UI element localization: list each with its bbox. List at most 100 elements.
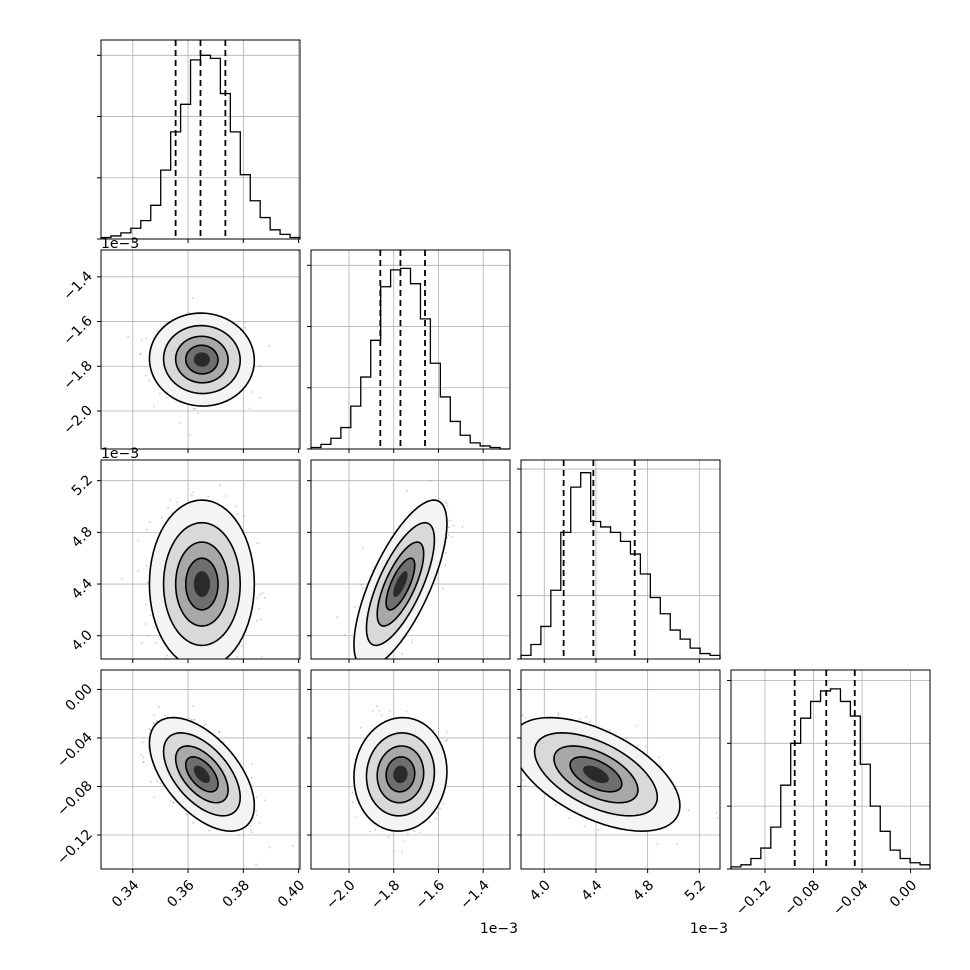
sample-point xyxy=(291,844,294,847)
sample-point xyxy=(196,412,199,414)
y-tick-label: 5.2 xyxy=(69,472,96,499)
sample-point xyxy=(251,831,254,834)
sample-point xyxy=(411,639,414,641)
sample-point xyxy=(137,569,140,572)
sample-point xyxy=(263,596,266,599)
sample-point xyxy=(192,407,195,410)
histogram-step xyxy=(100,54,301,239)
sample-point xyxy=(524,717,527,719)
density-contour xyxy=(385,557,416,611)
density-contour xyxy=(376,541,425,627)
sample-point xyxy=(194,407,197,410)
sample-point xyxy=(400,850,403,853)
panel-content xyxy=(519,712,719,846)
sample-point xyxy=(207,495,210,498)
sample-point xyxy=(687,809,690,812)
sample-point xyxy=(187,311,190,314)
x-tick-label: −1.8 xyxy=(368,877,403,912)
histogram-panel-1 xyxy=(307,249,511,453)
sample-point xyxy=(149,780,152,783)
sample-point xyxy=(447,534,450,536)
sample-point xyxy=(445,502,448,505)
sample-point xyxy=(250,776,253,779)
sample-point xyxy=(158,705,161,708)
density-fill xyxy=(193,571,210,597)
sample-point xyxy=(235,505,238,508)
histogram-panel-2 xyxy=(517,459,721,663)
sample-point xyxy=(203,724,205,727)
sample-point xyxy=(444,564,447,567)
sample-point xyxy=(142,756,145,759)
x-tick-label: −1.4 xyxy=(457,877,492,912)
sample-point xyxy=(158,392,161,395)
x-tick-label: −0.04 xyxy=(830,877,872,919)
sample-point xyxy=(380,714,383,717)
sample-point xyxy=(251,391,254,393)
scatter-panel-0-2: 4.04.44.85.2 xyxy=(69,459,301,670)
sample-point xyxy=(237,834,240,837)
x-tick-label: 0.00 xyxy=(887,877,920,910)
sample-point xyxy=(387,836,390,839)
x-tick-label: 0.40 xyxy=(275,877,308,910)
density-contour xyxy=(174,745,229,804)
panel-background xyxy=(731,670,930,869)
sample-point xyxy=(224,668,226,670)
sample-point xyxy=(448,519,451,522)
sample-point xyxy=(209,667,211,669)
sample-point xyxy=(240,645,243,647)
sample-point xyxy=(153,714,155,717)
sample-point xyxy=(447,526,450,529)
sample-point xyxy=(219,484,222,487)
sample-point xyxy=(353,606,356,608)
sample-point xyxy=(519,754,521,756)
panel-frame xyxy=(100,459,301,660)
sample-point xyxy=(259,593,262,596)
sample-point xyxy=(344,634,347,636)
panel-background xyxy=(521,460,720,659)
panel-background xyxy=(101,40,300,239)
density-fill xyxy=(193,765,210,784)
sample-point xyxy=(166,715,169,718)
sample-point xyxy=(146,528,149,531)
sample-point xyxy=(378,709,381,712)
scatter-panel-1-2 xyxy=(307,459,511,664)
sample-point xyxy=(172,801,175,804)
density-contour xyxy=(174,335,229,384)
histogram-step xyxy=(730,688,931,869)
sample-point xyxy=(165,321,168,324)
sample-point xyxy=(373,566,375,568)
sample-point xyxy=(255,810,258,813)
density-contour xyxy=(162,521,242,647)
sample-point xyxy=(146,635,149,637)
sample-point xyxy=(370,662,372,664)
x-tick-label: 5.2 xyxy=(682,877,709,904)
sample-point xyxy=(401,653,404,655)
sample-point xyxy=(140,754,143,757)
sample-point xyxy=(192,704,195,707)
y-tick-label: −1.6 xyxy=(60,313,95,348)
panel-frame xyxy=(100,669,301,870)
sample-point xyxy=(236,513,239,516)
sample-point xyxy=(452,524,455,527)
sample-point xyxy=(658,756,660,759)
sample-point xyxy=(258,397,261,399)
density-contour xyxy=(184,756,219,793)
sample-point xyxy=(169,799,172,802)
sample-point xyxy=(145,603,147,606)
sample-point xyxy=(139,353,142,356)
sample-point xyxy=(145,337,148,340)
y-tick-label: 4.0 xyxy=(69,627,96,654)
density-contour xyxy=(148,716,256,832)
sample-point xyxy=(190,718,192,721)
sample-point xyxy=(444,501,447,503)
x-tick-label: 0.34 xyxy=(109,877,142,910)
sample-point xyxy=(371,709,374,712)
sample-point xyxy=(354,816,357,819)
sample-point xyxy=(258,607,261,610)
panel-frame xyxy=(730,669,931,870)
scatter-panel-2-3: 4.0 4.4 4.8 5.2 xyxy=(517,669,721,904)
density-contour xyxy=(148,312,256,407)
sample-point xyxy=(256,542,259,545)
density-contour xyxy=(365,732,436,817)
sample-point xyxy=(149,520,151,523)
